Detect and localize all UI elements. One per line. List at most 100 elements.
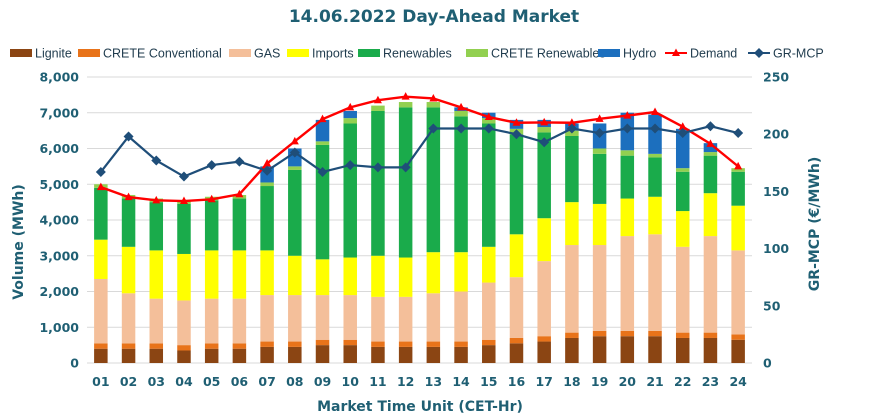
point-demand-13 [429,93,438,102]
point-gr-mcp-21 [650,123,661,134]
x-tick-label: 08 [286,374,303,389]
point-demand-06 [235,189,244,198]
point-demand-14 [457,102,466,111]
x-tick-label: 13 [425,374,442,389]
legend-item-crete-conventional: CRETE Conventional [78,47,222,61]
x-tick-label: 01 [92,374,109,389]
bar-crete-renewables-07 [260,182,274,187]
bar-crete-renewables-22 [675,168,690,172]
x-tick-label: 05 [203,374,220,389]
legend-label: CRETE Renewables [491,47,606,61]
bar-imports-10 [343,257,357,296]
bar-crete-renewables-23 [703,152,718,156]
legend-item-imports: Imports [287,47,354,61]
point-demand-12 [401,92,410,100]
series-lines [95,92,744,205]
bar-imports-16 [509,234,524,278]
y-axis-title: Volume (MWh) [11,184,27,300]
bar-lignite-16 [509,343,524,363]
bar-hydro-22 [675,128,690,169]
bar-imports-07 [260,250,274,296]
point-gr-mcp-06 [234,156,245,167]
bar-imports-14 [454,252,468,292]
legend-label: CRETE Conventional [103,47,222,61]
bar-lignite-23 [703,337,718,363]
bar-lignite-18 [565,337,579,363]
legend-swatch [598,49,620,57]
line-demand [100,95,739,203]
point-gr-mcp-15 [483,123,494,134]
bar-renewables-20 [620,155,635,199]
legend-item-renewables: Renewables [358,47,452,61]
point-gr-mcp-13 [428,123,439,134]
point-demand-04 [179,196,188,205]
bar-lignite-15 [482,345,496,363]
point-gr-mcp-19 [594,128,605,139]
bar-lignite-10 [343,345,357,363]
y-tick-label: 7,000 [39,105,79,120]
point-demand-03 [152,195,161,204]
bar-gas-24 [731,250,745,335]
bar-renewables-11 [371,110,385,256]
bar-crete-conventional-05 [204,343,219,349]
bar-hydro-23 [703,143,718,153]
y2-tick-label: 50 [763,298,781,313]
point-gr-mcp-03 [151,155,162,166]
bar-renewables-01 [94,187,108,240]
bar-imports-02 [121,246,136,294]
point-gr-mcp-12 [400,162,411,173]
legend-label: Imports [312,47,354,61]
legend-marker [672,48,680,56]
bar-lignite-06 [232,348,247,363]
x-tick-label: 07 [258,374,275,389]
point-gr-mcp-23 [705,121,716,132]
bar-gas-17 [537,261,551,337]
bar-gas-10 [343,295,357,340]
legend-label: Renewables [383,47,452,61]
bar-gas-15 [482,282,496,340]
bar-crete-conventional-15 [482,339,496,346]
point-demand-17 [540,117,549,126]
bar-gas-11 [371,296,385,342]
bar-imports-18 [565,202,579,246]
legend: Lignite CRETE Conventional GAS Imports Renew… [10,47,824,61]
bar-imports-23 [703,193,718,237]
legend-swatch [287,49,309,57]
bar-lignite-01 [94,348,108,363]
gridlines [87,76,752,364]
legend-marker [754,48,764,58]
x-tick-label: 03 [148,374,165,389]
chart-title: 14.06.2022 Day-Ahead Market [289,7,579,27]
bar-lignite-04 [177,350,191,363]
bar-gas-14 [454,291,468,342]
bar-renewables-17 [537,132,551,219]
bar-renewables-16 [509,134,524,235]
y2-tick-label: 100 [763,241,789,256]
point-demand-15 [484,112,493,121]
bar-crete-renewables-14 [454,110,468,117]
bar-lignite-22 [675,337,690,363]
point-gr-mcp-18 [566,123,577,134]
point-gr-mcp-02 [123,131,134,142]
bar-lignite-19 [592,336,607,363]
bar-imports-21 [648,196,662,235]
bar-imports-17 [537,218,551,262]
point-demand-07 [263,159,272,167]
point-gr-mcp-24 [733,128,744,139]
point-gr-mcp-16 [511,129,522,140]
bar-crete-conventional-10 [343,339,357,346]
bar-crete-conventional-06 [232,343,247,349]
bar-crete-renewables-09 [315,141,330,145]
x-tick-label: 06 [231,374,249,389]
bar-imports-19 [592,203,607,246]
bar-crete-conventional-13 [426,341,441,347]
point-demand-20 [623,111,632,119]
y-tick-label: 5,000 [39,177,79,192]
bar-gas-12 [398,296,413,342]
x-tick-label: 18 [563,374,580,389]
bar-renewables-02 [121,198,136,247]
y-tick-label: 8,000 [39,70,79,85]
bar-gas-04 [177,300,191,346]
x-tick-label: 16 [508,374,526,389]
bar-lignite-21 [648,336,662,363]
